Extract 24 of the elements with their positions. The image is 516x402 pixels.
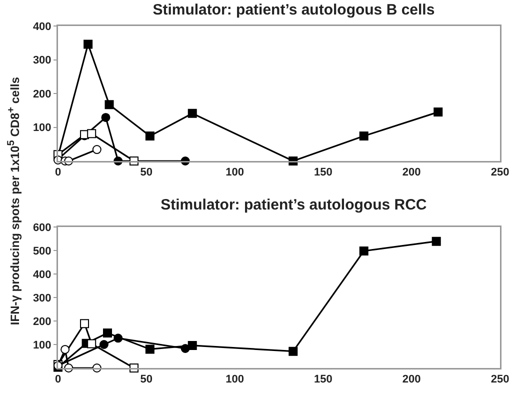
x-tick-label: 250 xyxy=(490,374,510,386)
x-tick-label: 100 xyxy=(226,374,244,386)
x-tick-label: 150 xyxy=(314,374,332,386)
x-tick-label: 50 xyxy=(140,374,153,386)
y-tick-label: 200 xyxy=(32,88,52,100)
y-tick-label: 300 xyxy=(32,54,52,67)
chart-title: Stimulator: patient’s autologous B cells xyxy=(152,2,435,18)
y-tick-label: 300 xyxy=(32,292,52,304)
y-tick-label: 600 xyxy=(32,222,52,234)
y-tick-label: 500 xyxy=(32,245,52,258)
y-tick-label: 400 xyxy=(32,268,52,281)
x-tick-label: 0 xyxy=(54,166,62,179)
y-tick-label: 400 xyxy=(32,20,52,33)
y-tick-label: 200 xyxy=(32,316,52,328)
x-tick-label: 50 xyxy=(140,166,153,179)
y-tick-label: 100 xyxy=(32,339,52,352)
x-tick-label: 200 xyxy=(402,166,421,179)
x-tick-label: 250 xyxy=(490,166,510,179)
x-tick-label: 0 xyxy=(54,374,62,386)
chart-title: Stimulator: patient’s autologous RCC xyxy=(160,196,427,214)
y-tick-label: 100 xyxy=(32,122,52,134)
x-tick-label: 100 xyxy=(226,166,244,179)
x-tick-label: 150 xyxy=(314,166,332,179)
x-tick-label: 200 xyxy=(402,374,421,386)
